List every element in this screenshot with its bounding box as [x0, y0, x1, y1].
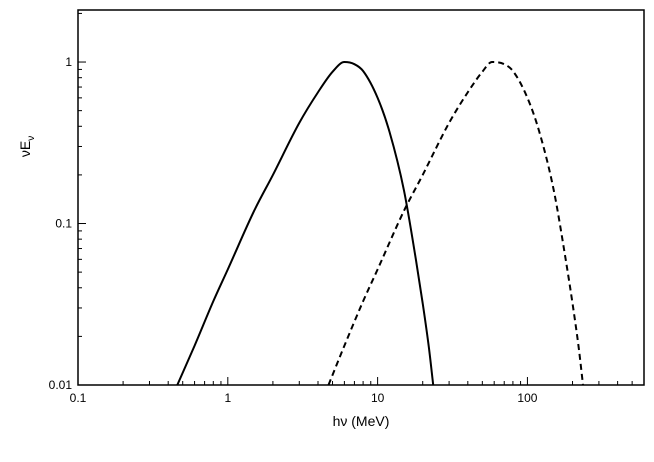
- series-layer: [176, 61, 585, 386]
- plot-frame: [77, 9, 645, 386]
- series-line-2-dashed: [327, 61, 585, 386]
- series-line-1-solid: [176, 61, 435, 386]
- y-axis-label: νEν: [17, 136, 37, 157]
- x-tick-label: 1: [224, 391, 231, 405]
- x-axis-label: hν (MeV): [333, 413, 390, 429]
- y-axis-label-subscript: ν: [26, 136, 37, 141]
- x-tick-label: 0.1: [70, 391, 87, 405]
- y-tick-label: 0.1: [55, 217, 72, 231]
- x-tick-label: 100: [517, 391, 537, 405]
- y-axis-label-main: νE: [17, 141, 33, 157]
- y-tick-label: 1: [65, 55, 72, 69]
- x-tick-label: 10: [371, 391, 385, 405]
- y-tick-label: 0.01: [49, 378, 73, 392]
